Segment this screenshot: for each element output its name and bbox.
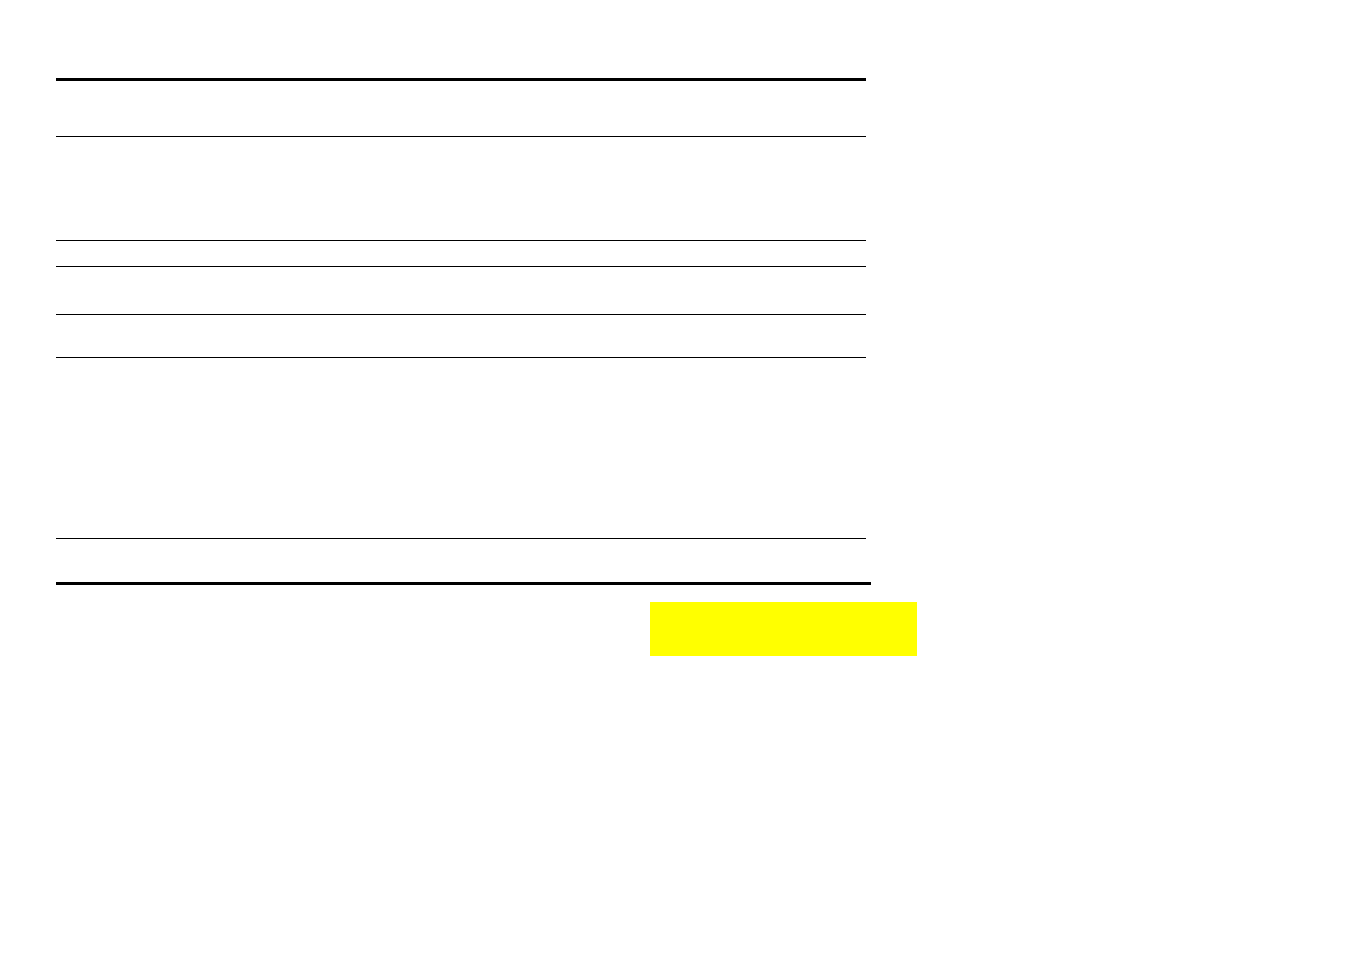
rule-6: [56, 357, 866, 358]
highlight-block: [650, 602, 917, 656]
rule-5: [56, 314, 866, 315]
rule-bottom: [56, 582, 871, 585]
rule-2: [56, 136, 866, 137]
rule-4: [56, 266, 866, 267]
rule-top: [56, 78, 866, 81]
rule-3: [56, 240, 866, 241]
rule-7: [56, 538, 866, 539]
